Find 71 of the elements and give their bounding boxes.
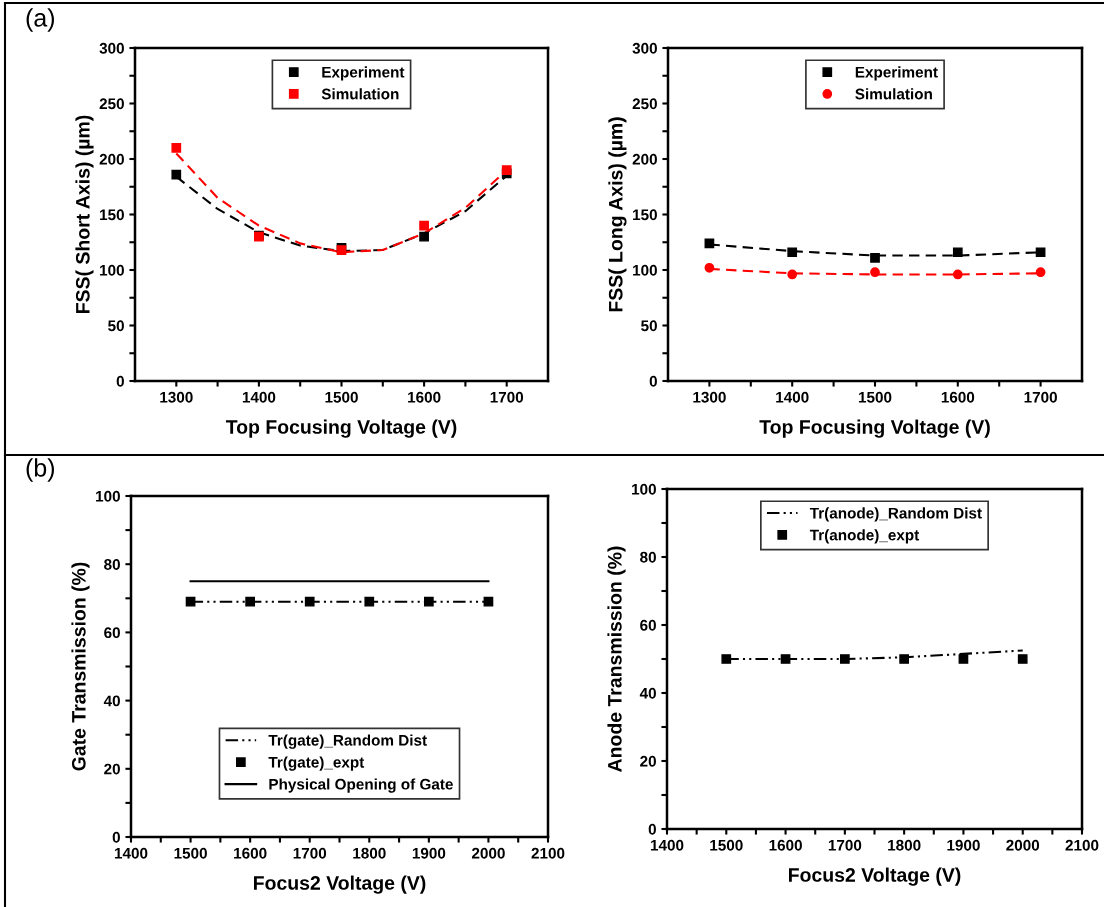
y-tick-label: 100 [632,483,656,495]
legend-label: Tr(anode)_expt [809,529,920,544]
legend-label: Physical Opening of Gate [269,778,453,793]
y-axis-title: Gate Transmission (%) [71,562,90,771]
x-tick-label: 1800 [353,847,386,859]
y-axis-title: FSS( Long Axis) (µm) [608,117,627,312]
y-tick-label: 0 [648,823,656,835]
x-axis-title: Top Focusing Voltage (V) [225,419,457,438]
y-tick-label: 20 [640,755,656,767]
y-tick-label: 20 [104,763,120,775]
x-tick-label: 2100 [531,847,565,859]
y-tick-label: 250 [632,98,657,110]
y-tick-label: 40 [639,687,656,699]
y-tick-label: 250 [99,98,124,110]
x-tick-label: 1500 [710,839,743,851]
y-tick-label: 40 [103,695,120,707]
y-tick-label: 0 [112,831,120,843]
x-tick-label: 1300 [693,391,726,403]
legend-label: Simulation [855,88,932,100]
legend-label: Tr(anode)_Random Dist [809,507,982,522]
x-axis-title: Focus2 Voltage (V) [254,875,426,894]
x-tick-label: 1900 [412,847,446,859]
legend-label: Tr(gate)_expt [268,756,365,771]
x-tick-label: 1700 [490,391,524,403]
x-tick-label: 1500 [325,391,358,403]
x-tick-label: 2100 [1065,839,1099,851]
x-tick-label: 2000 [471,847,505,859]
y-tick-label: 300 [632,42,657,54]
legend-label: Simulation [321,88,399,100]
x-tick-label: 1600 [769,839,802,851]
x-axis-title: Top Focusing Voltage (V) [759,419,990,438]
x-tick-label: 1600 [408,391,441,403]
x-axis-title: Focus2 Voltage (V) [789,867,961,886]
text: (a) [26,8,54,32]
x-tick-label: 1500 [174,847,207,859]
x-tick-label: 1800 [888,839,921,851]
x-tick-label: 1500 [858,391,892,403]
y-tick-label: 200 [632,153,657,165]
x-tick-label: 1400 [114,847,148,859]
y-tick-label: 50 [641,320,657,332]
y-axis-title: Anode Transmission (%) [607,546,626,772]
x-tick-label: 1400 [242,391,276,403]
y-tick-label: 100 [100,264,124,276]
legend-label: Experiment [322,66,405,81]
x-tick-label: 1700 [1024,391,1057,403]
y-axis-title: FSS( Short Axis) (µm) [75,115,94,313]
text: (b) [26,458,54,482]
y-tick-label: 150 [100,209,124,221]
y-tick-label: 300 [99,42,124,54]
y-tick-label: 60 [640,619,656,631]
y-tick-label: 80 [640,551,656,563]
x-tick-label: 1700 [293,847,327,859]
x-tick-label: 1400 [650,839,684,851]
x-tick-label: 1600 [234,847,267,859]
y-tick-label: 50 [108,320,124,332]
x-tick-label: 1400 [776,391,809,403]
y-tick-label: 200 [99,153,124,165]
y-tick-label: 100 [96,490,120,502]
x-tick-label: 1600 [941,391,975,403]
legend-label: Tr(gate)_Random Dist [268,734,427,749]
y-tick-label: 60 [104,627,120,639]
x-tick-label: 1700 [828,839,862,851]
x-tick-label: 2000 [1006,839,1040,851]
y-tick-label: 100 [633,264,657,276]
y-tick-label: 0 [649,375,657,387]
y-tick-label: 80 [104,559,120,570]
x-tick-label: 1900 [947,839,980,851]
legend-label: Experiment [855,66,938,81]
y-tick-label: 150 [633,209,657,221]
x-tick-label: 1300 [160,391,193,403]
y-tick-label: 0 [116,375,124,387]
